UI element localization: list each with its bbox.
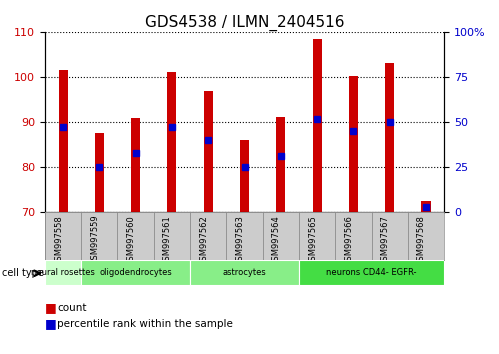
Text: GSM997560: GSM997560	[127, 215, 136, 266]
Text: GSM997559: GSM997559	[90, 215, 99, 266]
Bar	[335, 212, 372, 260]
Bar	[349, 76, 358, 212]
Text: GSM997566: GSM997566	[344, 215, 353, 266]
Bar	[81, 212, 117, 260]
Text: GSM997568: GSM997568	[417, 215, 426, 266]
Bar	[95, 133, 104, 212]
Text: percentile rank within the sample: percentile rank within the sample	[57, 319, 233, 329]
Bar	[299, 212, 335, 260]
Bar	[190, 260, 299, 285]
Bar	[276, 117, 285, 212]
Bar	[167, 72, 177, 212]
Bar	[204, 91, 213, 212]
Text: neurons CD44- EGFR-: neurons CD44- EGFR-	[326, 268, 417, 277]
Text: GSM997563: GSM997563	[236, 215, 245, 266]
Bar	[131, 118, 140, 212]
Text: GSM997564: GSM997564	[272, 215, 281, 266]
Text: ■: ■	[45, 318, 57, 330]
Text: oligodendrocytes: oligodendrocytes	[99, 268, 172, 277]
Text: GSM997567: GSM997567	[381, 215, 390, 266]
Bar	[45, 212, 81, 260]
Bar	[240, 140, 249, 212]
Bar	[422, 201, 431, 212]
Bar	[154, 212, 190, 260]
Text: GSM997561: GSM997561	[163, 215, 172, 266]
Bar	[227, 212, 262, 260]
Text: neural rosettes: neural rosettes	[31, 268, 95, 277]
Bar	[385, 63, 394, 212]
Bar	[312, 39, 322, 212]
Text: GSM997562: GSM997562	[199, 215, 208, 266]
Text: astrocytes: astrocytes	[223, 268, 266, 277]
Text: GSM997558: GSM997558	[54, 215, 63, 266]
Bar	[190, 212, 227, 260]
Bar	[45, 260, 81, 285]
Text: count: count	[57, 303, 87, 313]
Text: cell type: cell type	[2, 268, 44, 278]
Bar	[117, 212, 154, 260]
Title: GDS4538 / ILMN_2404516: GDS4538 / ILMN_2404516	[145, 14, 344, 30]
Bar	[81, 260, 190, 285]
Bar	[372, 212, 408, 260]
Bar	[262, 212, 299, 260]
Bar	[408, 212, 444, 260]
Text: GSM997565: GSM997565	[308, 215, 317, 266]
Bar	[299, 260, 444, 285]
Bar	[58, 70, 67, 212]
Text: ■: ■	[45, 302, 57, 314]
